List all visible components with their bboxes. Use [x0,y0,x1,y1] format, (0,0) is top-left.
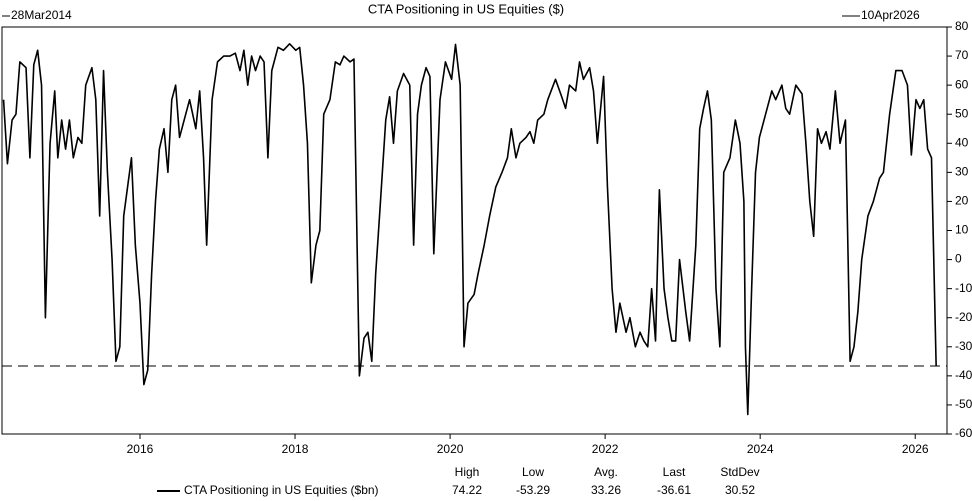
stat-header: Last [663,465,686,479]
x-tick-label: 2020 [437,442,464,456]
x-tick-label: 2022 [592,442,619,456]
y-tick-label: 30 [955,165,969,179]
y-tick-label: -10 [955,281,972,295]
end-label: 10Apr2026 [861,8,920,22]
x-tick-label: 2016 [127,442,154,456]
y-tick-label: -50 [955,397,972,411]
stat-value: 74.22 [452,483,482,497]
y-tick-label: -40 [955,368,972,382]
y-tick-label: 70 [955,48,969,62]
y-tick-label: 50 [955,106,969,120]
y-tick-label: 0 [955,252,962,266]
stat-value: -53.29 [516,483,550,497]
y-tick-label: -30 [955,339,972,353]
start-label: 28Mar2014 [11,8,72,22]
x-tick-label: 2024 [747,442,774,456]
y-tick-label: -60 [955,426,972,440]
y-tick-label: 60 [955,77,969,91]
chart-title: CTA Positioning in US Equities ($) [368,1,564,16]
stat-value: 30.52 [725,483,755,497]
stat-header: StdDev [720,465,759,479]
stat-header: Avg. [594,465,618,479]
stat-value: -36.61 [657,483,691,497]
y-tick-label: 80 [955,19,969,33]
y-tick-label: 20 [955,194,969,208]
y-tick-label: -20 [955,310,972,324]
stat-header: Low [522,465,544,479]
stat-header: High [455,465,480,479]
legend-label: CTA Positioning in US Equities ($bn) [184,483,379,497]
y-tick-label: 10 [955,223,969,237]
y-tick-label: 40 [955,135,969,149]
stat-value: 33.26 [591,483,621,497]
x-tick-label: 2026 [902,442,929,456]
x-tick-label: 2018 [282,442,309,456]
series-line [2,43,937,416]
